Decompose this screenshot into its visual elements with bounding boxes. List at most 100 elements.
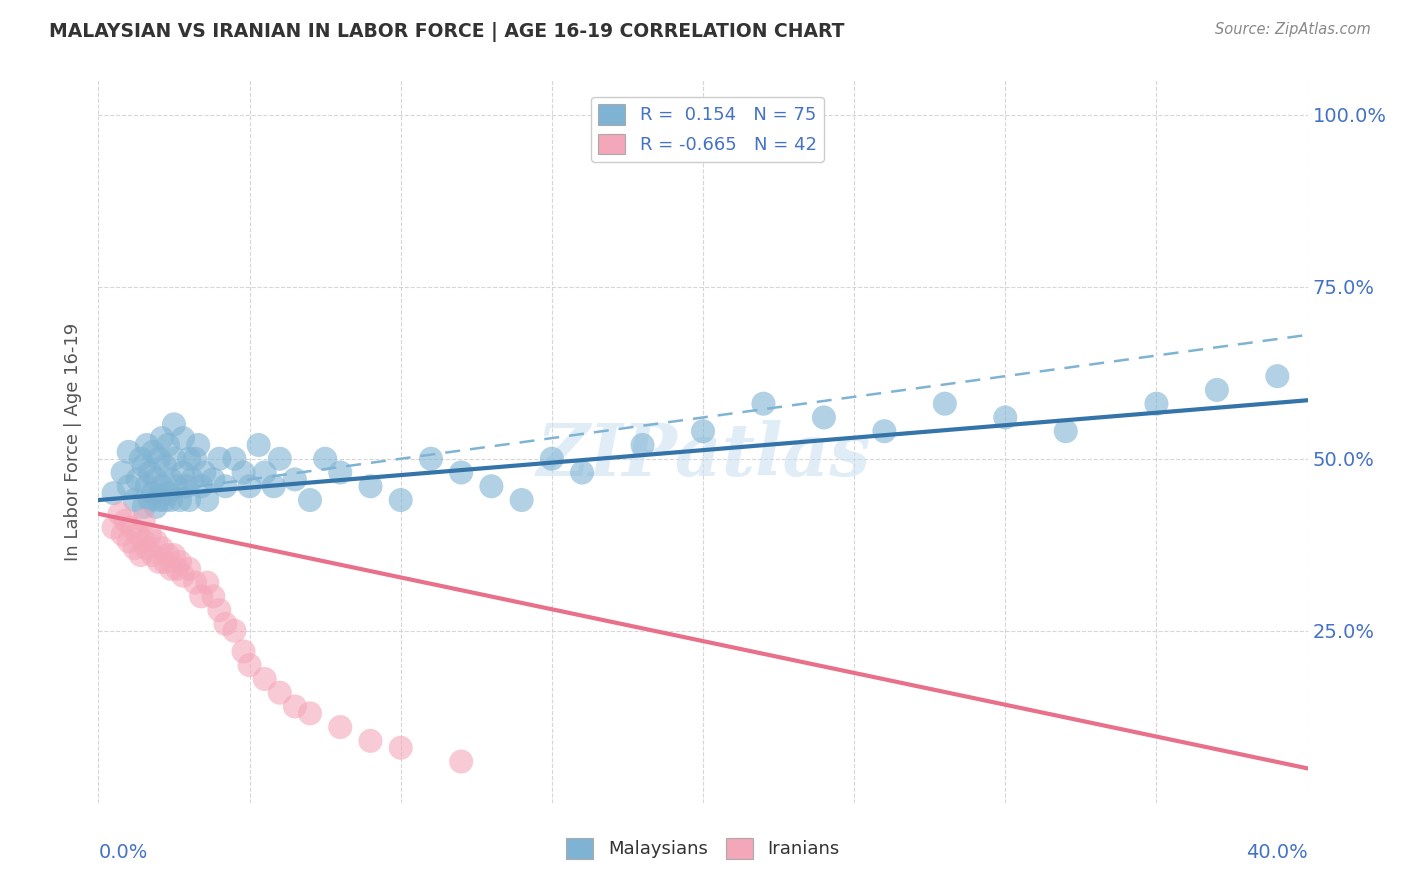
Point — [150, 431, 173, 445]
Point — [179, 562, 201, 576]
Point — [135, 479, 157, 493]
Text: 0.0%: 0.0% — [98, 843, 148, 862]
Point — [299, 493, 322, 508]
Point — [132, 514, 155, 528]
Point — [127, 472, 149, 486]
Point — [132, 458, 155, 473]
Point — [284, 472, 307, 486]
Point — [139, 527, 162, 541]
Point — [145, 534, 167, 549]
Point — [214, 616, 236, 631]
Point — [142, 548, 165, 562]
Point — [1144, 397, 1167, 411]
Text: MALAYSIAN VS IRANIAN IN LABOR FORCE | AGE 16-19 CORRELATION CHART: MALAYSIAN VS IRANIAN IN LABOR FORCE | AG… — [49, 22, 845, 42]
Point — [118, 445, 141, 459]
Point — [202, 472, 225, 486]
Point — [103, 520, 125, 534]
Point — [139, 493, 162, 508]
Point — [129, 451, 152, 466]
Point — [195, 575, 218, 590]
Point — [172, 466, 194, 480]
Point — [124, 541, 146, 556]
Point — [193, 466, 215, 480]
Point — [111, 527, 134, 541]
Point — [108, 507, 131, 521]
Point — [145, 500, 167, 514]
Point — [692, 424, 714, 438]
Point — [184, 451, 207, 466]
Point — [269, 451, 291, 466]
Point — [450, 466, 472, 480]
Point — [103, 486, 125, 500]
Point — [142, 486, 165, 500]
Point — [232, 644, 254, 658]
Point — [269, 686, 291, 700]
Point — [156, 548, 179, 562]
Point — [156, 438, 179, 452]
Point — [166, 479, 188, 493]
Point — [195, 493, 218, 508]
Point — [190, 590, 212, 604]
Point — [129, 548, 152, 562]
Point — [184, 575, 207, 590]
Point — [179, 451, 201, 466]
Point — [224, 451, 246, 466]
Point — [153, 555, 176, 569]
Point — [150, 479, 173, 493]
Point — [389, 740, 412, 755]
Point — [174, 479, 197, 493]
Point — [153, 493, 176, 508]
Point — [187, 438, 209, 452]
Point — [118, 534, 141, 549]
Point — [481, 479, 503, 493]
Point — [132, 500, 155, 514]
Point — [510, 493, 533, 508]
Point — [172, 431, 194, 445]
Point — [160, 562, 183, 576]
Point — [148, 555, 170, 569]
Point — [873, 424, 896, 438]
Point — [994, 410, 1017, 425]
Point — [172, 568, 194, 582]
Point — [169, 555, 191, 569]
Point — [247, 438, 270, 452]
Point — [1267, 369, 1289, 384]
Point — [631, 438, 654, 452]
Text: Source: ZipAtlas.com: Source: ZipAtlas.com — [1215, 22, 1371, 37]
Point — [124, 493, 146, 508]
Point — [156, 486, 179, 500]
Point — [232, 466, 254, 480]
Point — [208, 603, 231, 617]
Point — [169, 493, 191, 508]
Point — [450, 755, 472, 769]
Point — [299, 706, 322, 721]
Point — [1206, 383, 1229, 397]
Point — [160, 472, 183, 486]
Point — [135, 541, 157, 556]
Point — [284, 699, 307, 714]
Point — [153, 458, 176, 473]
Point — [253, 672, 276, 686]
Point — [202, 590, 225, 604]
Point — [142, 445, 165, 459]
Point — [752, 397, 775, 411]
Point — [329, 720, 352, 734]
Point — [934, 397, 956, 411]
Legend: Malaysians, Iranians: Malaysians, Iranians — [560, 830, 846, 866]
Point — [118, 479, 141, 493]
Point — [181, 472, 204, 486]
Point — [163, 451, 186, 466]
Text: ZIPatlas: ZIPatlas — [536, 420, 870, 491]
Point — [163, 548, 186, 562]
Point — [145, 472, 167, 486]
Point — [139, 466, 162, 480]
Point — [813, 410, 835, 425]
Point — [329, 466, 352, 480]
Point — [224, 624, 246, 638]
Point — [148, 493, 170, 508]
Point — [127, 527, 149, 541]
Text: 40.0%: 40.0% — [1246, 843, 1308, 862]
Point — [163, 417, 186, 432]
Point — [239, 479, 262, 493]
Point — [214, 479, 236, 493]
